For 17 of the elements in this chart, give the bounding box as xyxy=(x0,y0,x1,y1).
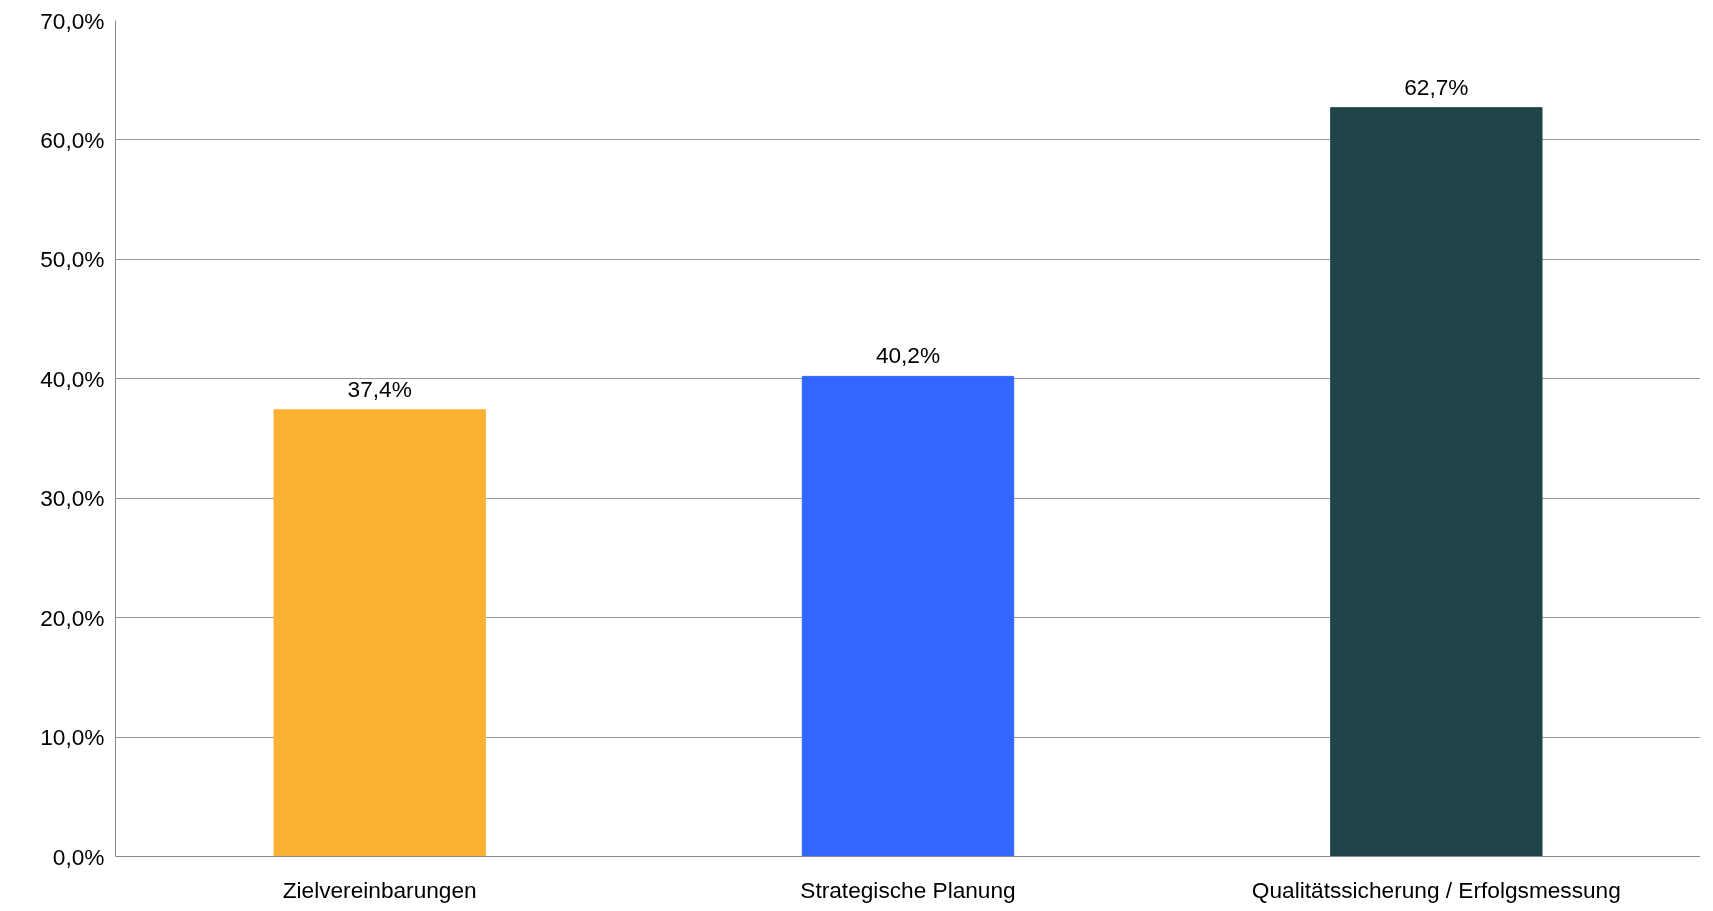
y-tick-label: 10,0% xyxy=(40,724,105,751)
bar xyxy=(801,375,1015,857)
y-tick-label: 0,0% xyxy=(52,843,105,870)
bar xyxy=(273,409,486,857)
data-label: 40,2% xyxy=(875,342,941,369)
x-tick-label: Strategische Planung xyxy=(800,876,1016,903)
data-label: 62,7% xyxy=(1404,73,1469,100)
y-tick-label: 30,0% xyxy=(40,485,105,512)
y-tick-label: 40,0% xyxy=(40,365,105,392)
x-tick-label: Zielvereinbarungen xyxy=(282,876,477,903)
bar xyxy=(1330,107,1543,857)
x-tick-label: Qualitätssicherung / Erfolgsmessung xyxy=(1251,876,1621,903)
data-label: 37,4% xyxy=(347,375,412,402)
y-tick-label: 20,0% xyxy=(40,604,105,631)
y-tick-label: 50,0% xyxy=(40,246,105,273)
y-tick-label: 60,0% xyxy=(40,126,105,153)
y-tick-label: 70,0% xyxy=(40,7,105,34)
